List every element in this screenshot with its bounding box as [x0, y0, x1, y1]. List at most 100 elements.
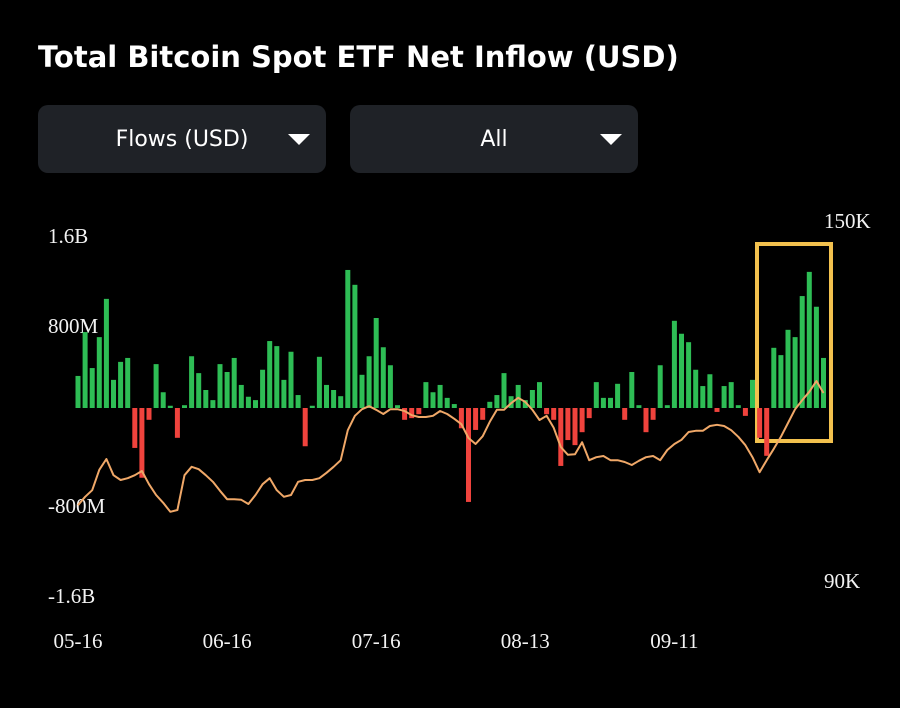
- chart-title: Total Bitcoin Spot ETF Net Inflow (USD): [38, 40, 679, 74]
- bar: [572, 408, 578, 446]
- bar: [288, 351, 294, 408]
- bar: [366, 356, 372, 408]
- x-tick-label: 07-16: [352, 629, 401, 653]
- bar: [700, 386, 706, 408]
- bar: [359, 374, 365, 408]
- bar: [316, 356, 322, 408]
- bar: [714, 408, 720, 412]
- bar: [821, 357, 826, 408]
- bar: [771, 347, 777, 408]
- bar: [182, 405, 187, 408]
- x-tick-label: 08-13: [501, 629, 550, 653]
- bar: [792, 337, 798, 408]
- x-tick-label: 05-16: [54, 629, 103, 653]
- bar: [210, 400, 216, 408]
- caret: [600, 134, 622, 145]
- y-tick-label: -800M: [48, 494, 105, 518]
- highlight-box: [755, 242, 833, 443]
- bar: [75, 375, 81, 408]
- bar: [501, 373, 507, 408]
- bar: [260, 369, 266, 408]
- bar: [302, 408, 308, 447]
- bar: [537, 382, 542, 408]
- bar: [473, 408, 479, 430]
- bar: [281, 379, 287, 408]
- bar: [139, 408, 145, 478]
- bar: [82, 332, 88, 408]
- bar: [437, 384, 443, 408]
- bar: [160, 392, 166, 408]
- bar: [103, 298, 109, 408]
- bar: [544, 408, 550, 415]
- bar: [111, 379, 116, 408]
- bar: [636, 405, 642, 408]
- bar: [380, 347, 386, 408]
- dropdown[interactable]: All: [350, 105, 638, 173]
- bar: [778, 355, 784, 408]
- x-tick-label: 09-11: [650, 629, 698, 653]
- bar: [203, 390, 209, 408]
- bar: [721, 386, 727, 408]
- bar: [345, 269, 351, 408]
- bar: [757, 408, 763, 438]
- bar: [565, 408, 571, 441]
- bar: [735, 405, 741, 408]
- bar: [423, 382, 429, 408]
- bar: [231, 357, 237, 408]
- bar: [89, 368, 95, 408]
- bar: [167, 405, 173, 408]
- bar: [174, 408, 180, 438]
- bar: [487, 401, 493, 408]
- bar: [515, 384, 521, 408]
- bar: [125, 357, 131, 408]
- bar: [600, 397, 606, 408]
- bar: [395, 405, 400, 408]
- bar: [657, 365, 663, 408]
- bar: [750, 379, 755, 408]
- bar: [245, 396, 251, 408]
- caret: [288, 134, 310, 145]
- dropdown[interactable]: Flows (USD): [38, 105, 326, 173]
- bar: [593, 382, 599, 408]
- bar: [643, 408, 649, 433]
- bar: [693, 369, 699, 408]
- bar: [728, 382, 734, 408]
- bar: [324, 384, 329, 408]
- bar: [444, 397, 450, 408]
- bar: [629, 372, 635, 408]
- bar: [622, 408, 628, 420]
- bar: [551, 408, 557, 420]
- bar: [650, 408, 656, 420]
- bar: [217, 364, 223, 408]
- bar: [664, 405, 670, 408]
- bar: [409, 408, 415, 419]
- bar: [253, 400, 258, 408]
- bar: [153, 364, 159, 408]
- bar: [224, 372, 230, 408]
- price-line: [77, 380, 825, 513]
- bar: [238, 384, 244, 408]
- bar: [785, 329, 791, 408]
- dropdown-label: All: [480, 126, 508, 152]
- bar: [402, 408, 408, 420]
- bar: [764, 408, 770, 456]
- bar: [671, 320, 677, 408]
- bar: [480, 408, 486, 420]
- bar: [267, 341, 273, 408]
- bar: [118, 361, 124, 408]
- bar: [529, 390, 535, 408]
- bar: [295, 395, 301, 408]
- x-tick-label: 06-16: [203, 629, 252, 653]
- bar: [494, 395, 500, 408]
- y-tick-label: -1.6B: [48, 584, 95, 608]
- bar: [373, 318, 379, 408]
- bar: [799, 296, 805, 408]
- y-tick-label: 1.6B: [48, 224, 88, 248]
- bar: [146, 408, 152, 420]
- bar: [813, 306, 819, 408]
- bar: [430, 392, 436, 408]
- bar: [338, 396, 344, 408]
- dropdown-label: Flows (USD): [115, 126, 249, 152]
- bar: [707, 374, 713, 408]
- y2-tick-label: 90K: [824, 569, 860, 593]
